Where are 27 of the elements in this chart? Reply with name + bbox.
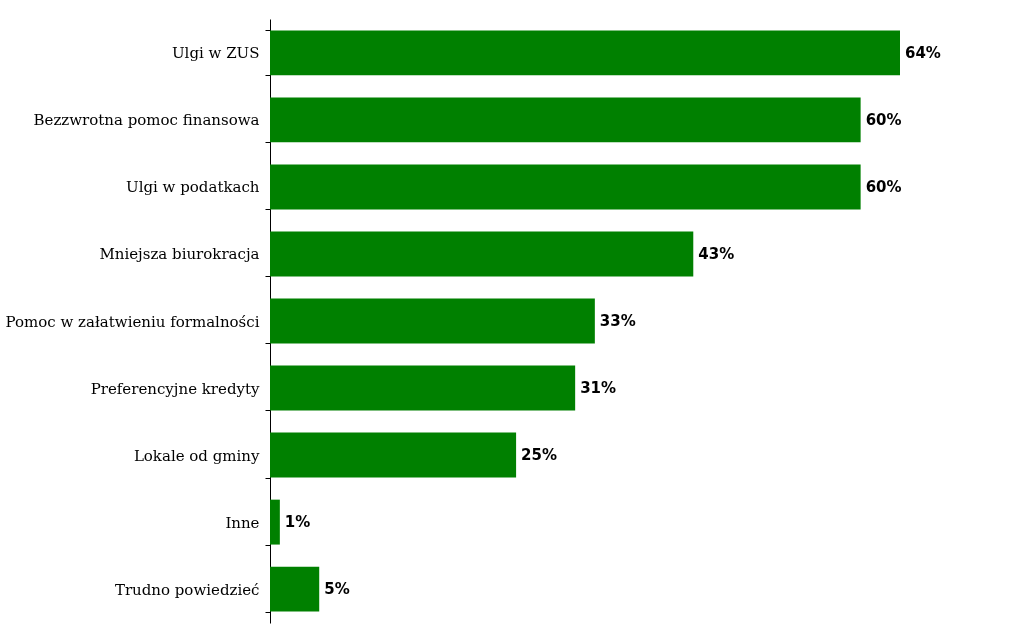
data-label: 60% [865, 177, 902, 196]
y-tick-label: Trudno powiedzieć [114, 580, 260, 599]
bar [270, 97, 861, 143]
data-label: 25% [521, 446, 557, 465]
bar [270, 499, 280, 545]
data-label: 64% [905, 43, 941, 62]
bar [270, 164, 861, 210]
data-label: 5% [324, 580, 350, 599]
data-label: 33% [599, 312, 636, 330]
y-tick-label: Preferencyjne kredyty [90, 379, 261, 398]
y-tick-label: Pomoc w załatwieniu formalności [5, 312, 260, 331]
bar [270, 365, 576, 411]
y-tick-label: Mniejsza biurokracja [99, 245, 260, 264]
y-tick-label: Ulgi w ZUS [171, 44, 260, 63]
bar [270, 298, 595, 344]
y-tick-label: Inne [225, 513, 260, 532]
y-tick-label: Ulgi w podatkach [125, 178, 260, 197]
data-label: 60% [865, 110, 902, 129]
y-tick-label: Bezzwrotna pomoc finansowa [33, 111, 260, 130]
y-tick-label: Lokale od gminy [133, 446, 261, 465]
data-label: 43% [698, 244, 735, 263]
bar [270, 231, 694, 277]
bar [270, 30, 900, 76]
bar [270, 432, 517, 478]
bar [270, 566, 320, 612]
data-label: 31% [580, 379, 617, 398]
data-label: 1% [284, 513, 311, 532]
